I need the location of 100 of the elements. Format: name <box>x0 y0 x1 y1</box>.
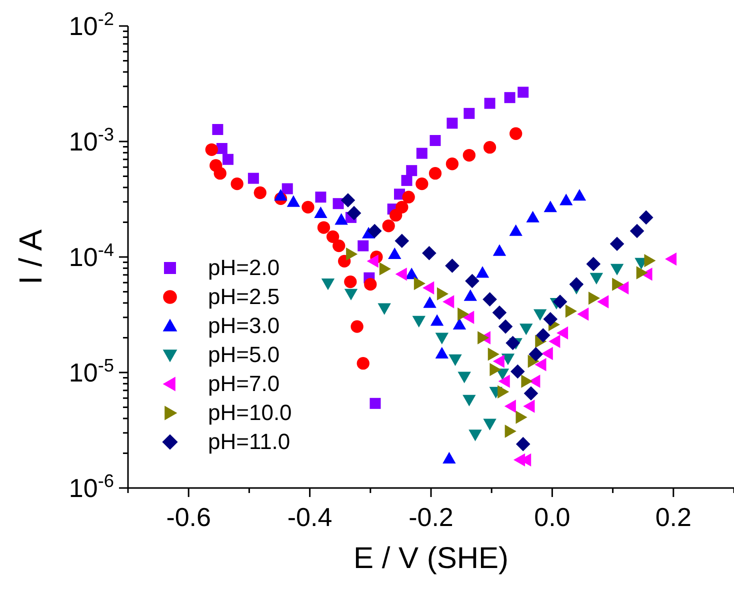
point <box>597 295 609 308</box>
point <box>492 305 507 320</box>
point <box>282 183 293 194</box>
legend-label: pH=11.0 <box>208 428 290 454</box>
point <box>416 178 428 190</box>
point <box>482 292 497 306</box>
legend-label: pH=2.5 <box>208 284 280 310</box>
point <box>518 86 529 98</box>
point <box>314 206 328 218</box>
y-tick-label: 10$^{-3}$ <box>68 124 114 156</box>
y-tick-label: 10$^{-2}$ <box>68 9 114 41</box>
point <box>458 372 471 384</box>
point <box>560 194 573 206</box>
point <box>638 210 654 225</box>
point <box>445 258 460 273</box>
point <box>504 424 516 438</box>
point <box>428 167 442 180</box>
point <box>435 332 449 344</box>
legend-label: pH=3.0 <box>208 312 280 338</box>
point <box>436 287 449 300</box>
point <box>516 410 528 424</box>
legend-label: pH=5.0 <box>208 342 280 368</box>
point <box>664 252 677 266</box>
point <box>506 336 520 350</box>
point <box>286 195 300 207</box>
point <box>423 296 436 308</box>
point <box>504 92 516 104</box>
point <box>492 354 504 368</box>
point <box>364 278 377 291</box>
legend-label: pH=10.0 <box>208 400 292 426</box>
point <box>394 234 410 248</box>
point <box>379 262 391 276</box>
point <box>396 200 408 214</box>
point <box>498 319 513 334</box>
point <box>274 189 288 201</box>
point <box>366 254 378 268</box>
point <box>332 198 344 210</box>
point <box>543 312 558 326</box>
point <box>610 264 624 276</box>
point <box>452 318 466 330</box>
point <box>586 256 601 272</box>
point <box>216 142 228 154</box>
x-tick-label: -0.4 <box>287 502 332 532</box>
point <box>442 295 454 308</box>
point <box>315 192 326 203</box>
point <box>541 346 553 360</box>
point <box>254 186 266 200</box>
point <box>556 326 568 340</box>
legend-label: pH=2.0 <box>208 254 280 280</box>
point <box>248 172 259 184</box>
point <box>326 230 340 243</box>
point <box>617 281 629 295</box>
point <box>569 277 584 292</box>
point <box>526 210 540 222</box>
point <box>212 124 224 136</box>
point <box>498 385 510 398</box>
point <box>458 308 470 321</box>
point <box>412 316 426 328</box>
point <box>534 358 546 372</box>
y-tick-label: 10$^{-4}$ <box>68 240 114 272</box>
point <box>402 190 415 204</box>
point <box>536 328 550 342</box>
point <box>367 224 382 238</box>
point <box>222 154 234 165</box>
point <box>462 310 474 324</box>
point <box>484 98 496 109</box>
point <box>446 158 459 170</box>
point <box>317 221 330 234</box>
point <box>521 374 533 388</box>
point <box>332 239 346 252</box>
point <box>504 400 516 413</box>
point <box>435 346 449 358</box>
point <box>528 347 543 362</box>
point <box>378 303 391 315</box>
point <box>416 148 428 159</box>
point <box>509 224 522 236</box>
point <box>388 247 402 260</box>
y-tick-label: 10$^{-6}$ <box>68 471 114 503</box>
point <box>422 281 434 295</box>
point <box>370 398 381 409</box>
point <box>636 266 648 280</box>
point <box>498 374 510 388</box>
point <box>544 200 557 212</box>
point <box>462 394 476 406</box>
point <box>588 292 600 305</box>
point <box>492 244 506 256</box>
point <box>488 348 500 361</box>
point <box>430 314 444 326</box>
point <box>612 278 624 291</box>
point <box>483 418 496 430</box>
point <box>520 324 533 336</box>
point <box>205 143 218 156</box>
point <box>382 220 395 232</box>
legend-label: pH=7.0 <box>208 370 280 396</box>
point <box>340 193 356 208</box>
point <box>610 236 624 251</box>
point <box>464 289 477 301</box>
point <box>552 294 568 309</box>
point <box>524 386 538 400</box>
point <box>321 278 335 290</box>
